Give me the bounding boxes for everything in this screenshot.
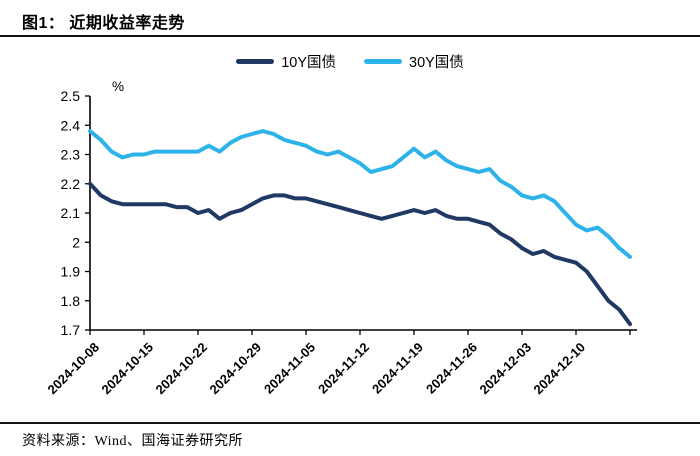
source-note: 资料来源：Wind、国海证券研究所 xyxy=(22,434,244,449)
x-axis-label: 2024-11-19 xyxy=(369,340,426,397)
x-axis-label: 2024-10-22 xyxy=(152,340,210,398)
y-axis-label: 1.9 xyxy=(61,264,81,280)
series-line xyxy=(88,129,632,259)
x-axis-label: 2024-11-12 xyxy=(315,340,372,397)
figure-title: 图1： 近期收益率走势 xyxy=(22,15,185,32)
x-axis-label: 2024-11-26 xyxy=(423,340,480,397)
x-axis-label: 2024-12-10 xyxy=(530,340,588,398)
y-axis-unit-label: % xyxy=(112,79,124,94)
y-axis-label: 2 xyxy=(72,234,80,250)
title-divider xyxy=(0,35,700,37)
chart-legend: 10Y国债 30Y国债 xyxy=(0,51,700,72)
y-axis-label: 2.3 xyxy=(61,147,81,163)
legend-item-10y: 10Y国债 xyxy=(236,51,336,72)
line-swatch-30y-icon xyxy=(364,59,402,64)
y-axis-label: 2.5 xyxy=(61,88,81,104)
y-axis-label: 2.1 xyxy=(61,205,81,221)
legend-label-30y: 30Y国债 xyxy=(409,55,464,71)
series-line xyxy=(88,181,632,327)
x-axis-label: 2024-10-15 xyxy=(98,340,156,398)
x-axis-label: 2024-10-29 xyxy=(206,340,264,398)
y-axis-label: 2.2 xyxy=(61,176,81,192)
x-axis-label: 2024-10-08 xyxy=(44,340,102,398)
y-axis-label: 2.4 xyxy=(61,117,81,133)
y-axis-label: 1.7 xyxy=(61,322,81,338)
legend-item-30y: 30Y国债 xyxy=(364,51,464,72)
source-divider xyxy=(0,422,700,424)
x-axis-label: 2024-11-05 xyxy=(261,340,318,397)
line-swatch-10y-icon xyxy=(236,59,275,64)
legend-label-10y: 10Y国债 xyxy=(281,55,336,71)
y-axis-label: 1.8 xyxy=(61,293,81,309)
x-axis-label: 2024-12-03 xyxy=(476,340,534,398)
